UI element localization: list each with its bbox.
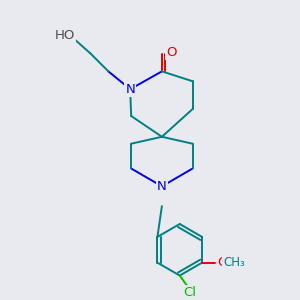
Text: N: N bbox=[125, 83, 135, 96]
Text: Cl: Cl bbox=[183, 286, 196, 299]
Text: N: N bbox=[157, 180, 167, 193]
Text: O: O bbox=[167, 46, 177, 59]
Text: O: O bbox=[218, 256, 228, 269]
Text: CH₃: CH₃ bbox=[223, 256, 244, 269]
Text: HO: HO bbox=[55, 29, 75, 42]
